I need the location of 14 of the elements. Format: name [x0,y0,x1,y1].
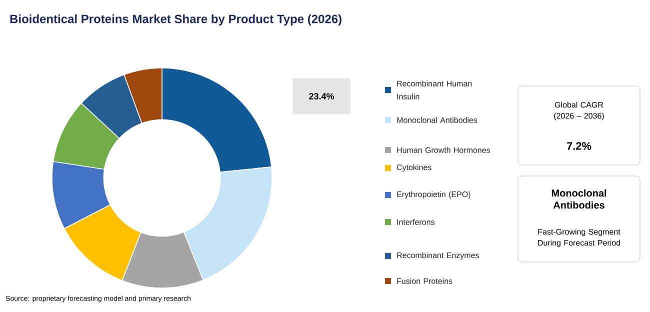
text: Global CAGR (2026 – 2036) [554,102,604,120]
legend-label: Monoclonal Antibodies [397,117,478,123]
text: Monoclonal Antibodies [552,189,606,209]
legend-label: Cytokines [396,164,432,172]
chart-title: Bioidentical Proteins Market Share by Product Type (2026) [10,14,342,26]
legend-label: Interferons [397,219,434,225]
legend-label: Recombinant Human Insulin [397,80,472,100]
data-label: 23.4% [309,93,334,100]
legend-label: Erythropoietin (EPO) [397,191,470,199]
text: 7.2% [566,142,592,150]
legend-label: Recombinant Enzymes [397,252,479,260]
text: Fast-Growing Segment During Forecast Period [538,228,620,248]
legend-label: Fusion Proteins [397,278,452,284]
legend-label: Human Growth Hormones [397,147,490,153]
